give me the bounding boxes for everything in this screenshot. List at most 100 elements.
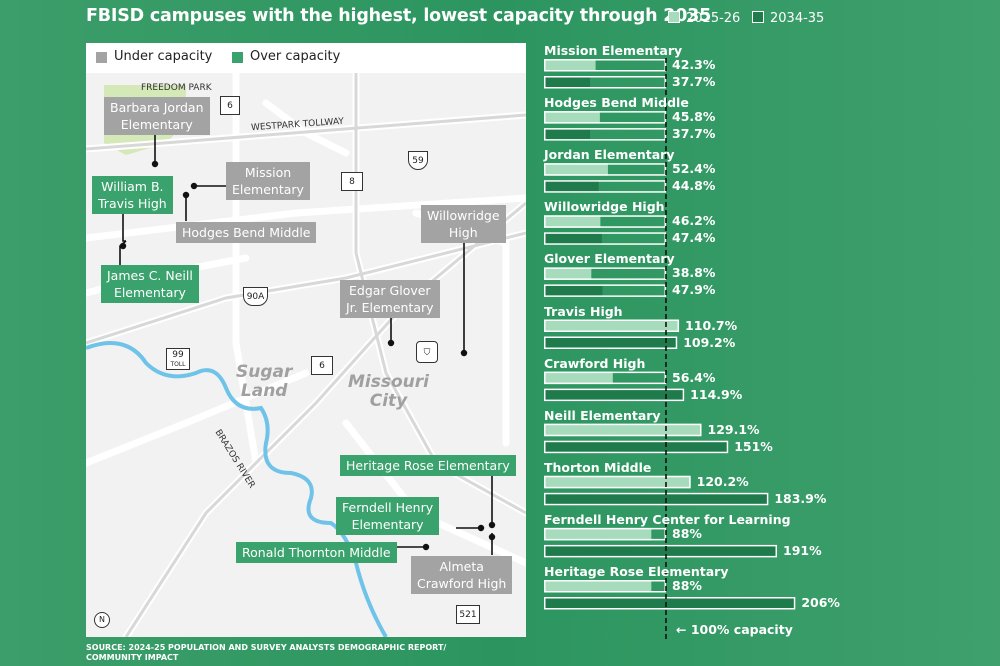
bar-outline-travis-high-2034-35 (544, 336, 678, 349)
value-label-heritage-rose-elementary-2025-26: 88% (672, 578, 702, 593)
dot-thornton (422, 543, 430, 551)
value-label-travis-high-2034-35: 109.2% (683, 334, 736, 350)
legend-label-2034: 2034-35 (770, 11, 825, 26)
bar-outline-mission-elementary-2025-26 (544, 59, 666, 72)
bar-crawford-high-2025-26 (544, 371, 613, 385)
bar-travis-high-2025-26 (544, 319, 680, 332)
campus-label-jordan: Barbara Jordan Elementary (104, 97, 210, 135)
place-missouri-city: Missouri City (348, 372, 429, 411)
dot-jordan (151, 160, 159, 168)
shield-521: 521 (456, 605, 480, 624)
bar-outline-crawford-high-2034-35 (544, 388, 685, 402)
legend-over-label: Over capacity (250, 49, 341, 64)
legend-under-swatch (96, 52, 107, 63)
map-legend: Under capacity Over capacity (86, 43, 526, 73)
dot-glover (387, 339, 395, 347)
value-label-ferndell-henry-center-for-learning-2025-26: 88% (672, 525, 702, 541)
bar-hodges-bend-middle-2025-26 (544, 111, 600, 124)
shield-6-north: 6 (220, 96, 240, 115)
bar-outline-crawford-high-2025-26 (544, 371, 666, 385)
category-label-thorton-middle: Thorton Middle (544, 459, 652, 475)
bar-travis-high-2034-35 (544, 336, 678, 349)
campus-label-willowridge: Willowridge High (421, 205, 506, 243)
shield-us-90a: 90A (243, 287, 268, 306)
value-label-crawford-high-2025-26: 56.4% (672, 369, 716, 385)
legend-label-2025: 2025-26 (686, 11, 741, 26)
bar-jordan-elementary-2025-26 (544, 163, 608, 176)
value-label-willowridge-high-2025-26: 46.2% (672, 213, 716, 229)
bar-heritage-rose-elementary-2034-35 (544, 597, 796, 610)
value-label-heritage-rose-elementary-2034-35: 206% (801, 595, 840, 610)
road-a (86, 194, 526, 242)
bar-ferndell-henry-center-for-learning-2025-26 (544, 527, 652, 541)
dot-willowridge (460, 349, 468, 357)
shield-99-num: 99 (172, 350, 184, 360)
legend-over-swatch (232, 52, 243, 63)
campus-label-mission: Mission Elementary (226, 162, 310, 200)
legend-2034: 2034-35 (752, 11, 824, 26)
category-label-mission-elementary: Mission Elementary (544, 43, 683, 58)
category-label-hodges-bend-middle: Hodges Bend Middle (544, 95, 689, 111)
bar-glover-elementary-2034-35 (544, 284, 603, 297)
bar-ferndell-henry-center-for-learning-2034-35 (544, 544, 778, 558)
value-label-hodges-bend-middle-2025-26: 45.8% (672, 109, 716, 125)
value-label-neill-elementary-2034-35: 151% (734, 438, 773, 454)
dot-mission (190, 182, 198, 190)
bar-glover-elementary-2025-26 (544, 267, 592, 280)
value-label-jordan-elementary-2034-35: 44.8% (672, 178, 716, 194)
shield-99-toll: 99 TOLL (166, 348, 190, 370)
bar-mission-elementary-2025-26 (544, 59, 596, 72)
category-label-jordan-elementary: Jordan Elementary (544, 147, 675, 163)
campus-label-heritage: Heritage Rose Elementary (340, 455, 516, 476)
bar-outline-thorton-middle-2034-35 (544, 492, 769, 506)
campus-label-crawford: Almeta Crawford High (411, 556, 513, 594)
value-label-mission-elementary-2025-26: 42.3% (672, 57, 716, 72)
campus-label-ferndell: Ferndell Henry Elementary (336, 497, 440, 535)
bar-outline-glover-elementary-2025-26 (544, 267, 666, 280)
place-sugar-land: Sugar Land (236, 362, 293, 401)
toll-shield-icon: ⛉ (416, 341, 438, 363)
dot-hodges (182, 191, 190, 199)
chart-title: FBISD campuses with the highest, lowest … (86, 6, 712, 26)
campus-map: Under capacity Over capacity FREEDOM PAR… (86, 43, 526, 637)
campus-label-thornton: Ronald Thornton Middle (236, 542, 397, 563)
value-label-glover-elementary-2025-26: 38.8% (672, 265, 716, 281)
legend-2025: 2025-26 (668, 11, 740, 26)
bar-jordan-elementary-2034-35 (544, 180, 599, 193)
campus-label-hodges: Hodges Bend Middle (176, 222, 317, 243)
bar-outline-heritage-rose-elementary-2034-35 (544, 597, 796, 610)
bar-mission-elementary-2034-35 (544, 76, 590, 89)
value-label-thorton-middle-2025-26: 120.2% (696, 473, 749, 489)
bar-willowridge-high-2034-35 (544, 232, 602, 245)
category-label-heritage-rose-elementary: Heritage Rose Elementary (544, 564, 729, 579)
bar-outline-thorton-middle-2025-26 (544, 475, 691, 489)
bar-outline-neill-elementary-2025-26 (544, 423, 702, 437)
legend-swatch-2025 (668, 11, 680, 23)
category-label-willowridge-high: Willowridge High (544, 199, 665, 215)
dot-heritage (488, 521, 496, 529)
value-label-mission-elementary-2034-35: 37.7% (672, 74, 716, 89)
value-label-ferndell-henry-center-for-learning-2034-35: 191% (783, 542, 822, 558)
shield-us-59: 59 (408, 151, 428, 170)
value-label-thorton-middle-2034-35: 183.9% (774, 490, 827, 506)
category-label-glover-elementary: Glover Elementary (544, 251, 675, 267)
value-label-neill-elementary-2025-26: 129.1% (707, 421, 760, 437)
park-label: FREEDOM PARK (141, 83, 212, 93)
value-label-glover-elementary-2034-35: 47.9% (672, 282, 716, 298)
value-label-willowridge-high-2034-35: 47.4% (672, 230, 716, 246)
road-g (86, 369, 310, 467)
category-label-travis-high: Travis High (544, 303, 623, 319)
bar-thorton-middle-2025-26 (544, 475, 691, 489)
reference-line-label: ← 100% capacity (676, 622, 793, 637)
source-note: SOURCE: 2024-25 POPULATION AND SURVEY AN… (86, 643, 447, 662)
value-label-jordan-elementary-2025-26: 52.4% (672, 161, 716, 177)
bar-hodges-bend-middle-2034-35 (544, 128, 590, 141)
value-label-travis-high-2025-26: 110.7% (685, 317, 738, 333)
shield-99-toll-text: TOLL (170, 361, 186, 368)
campus-label-travis: William B. Travis High (92, 176, 173, 214)
north-arrow-icon: N (94, 612, 110, 628)
value-label-crawford-high-2034-35: 114.9% (690, 386, 743, 402)
bar-thorton-middle-2034-35 (544, 492, 769, 506)
category-label-ferndell-henry-center-for-learning: Ferndell Henry Center for Learning (544, 511, 791, 527)
